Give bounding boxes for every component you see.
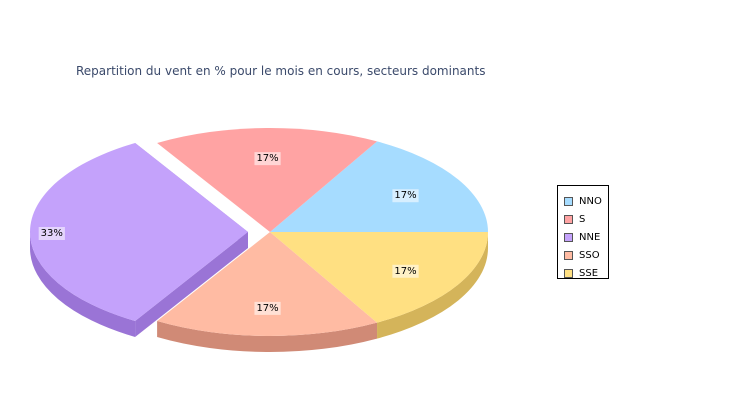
pie-slice-side-sse — [377, 232, 488, 339]
pie-slice-sse — [270, 232, 488, 323]
legend-item-nne: NNE — [558, 228, 608, 246]
legend-item-sse: SSE — [558, 264, 608, 282]
pie-slice-side-sso — [157, 320, 378, 352]
legend-swatch — [564, 196, 573, 206]
slice-label-sso: 17% — [256, 303, 278, 314]
legend-label: NNE — [579, 231, 601, 243]
legend-label: SSO — [579, 249, 600, 261]
legend-label: S — [579, 213, 586, 225]
chart-title: Repartition du vent en % pour le mois en… — [76, 64, 486, 78]
legend-item-sso: SSO — [558, 246, 608, 264]
pie-slice-side-nne — [30, 232, 136, 337]
slice-label-s: 17% — [256, 153, 278, 164]
legend-swatch — [564, 250, 573, 260]
legend-item-nno: NNO — [558, 192, 608, 210]
slice-label-sse: 17% — [394, 266, 416, 277]
legend-item-s: S — [558, 210, 608, 228]
legend: NNO S NNE SSO SSE — [557, 185, 609, 279]
legend-label: SSE — [579, 267, 599, 279]
pie-slice-nno — [270, 141, 488, 232]
legend-swatch — [564, 232, 573, 242]
pie-slice-s — [157, 127, 378, 232]
slice-label-nne: 33% — [41, 228, 63, 239]
pie-slice-nne — [29, 143, 249, 321]
slice-label-nno: 17% — [394, 190, 416, 201]
legend-swatch — [564, 268, 573, 278]
legend-swatch — [564, 214, 573, 224]
pie-slice-cut-nne-1 — [135, 232, 248, 337]
pie-slice-sso — [157, 232, 378, 337]
legend-label: NNO — [579, 195, 602, 207]
